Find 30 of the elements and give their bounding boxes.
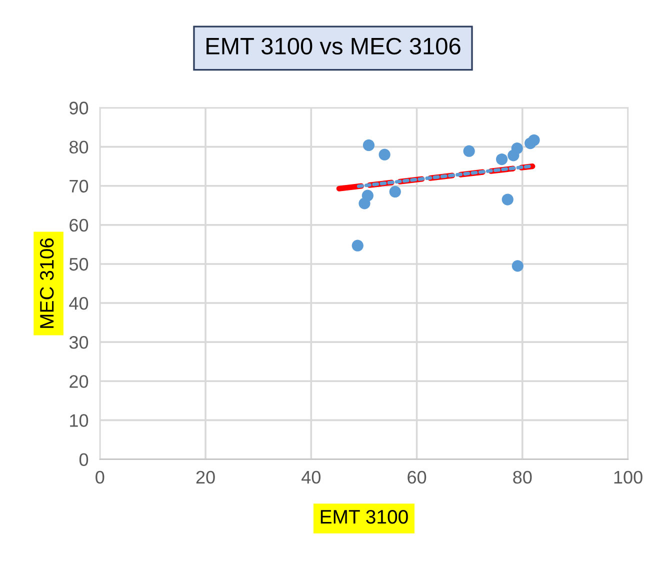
x-tick-label: 100 [614, 470, 642, 484]
y-tick-label: 70 [70, 180, 88, 193]
x-tick-label: 40 [302, 470, 320, 484]
x-tick-label: 0 [96, 470, 104, 484]
y-tick-label: 10 [70, 414, 88, 427]
point [378, 148, 390, 160]
point [463, 145, 475, 157]
point [362, 139, 375, 152]
point [512, 260, 524, 272]
y-tick-label: 50 [69, 258, 88, 271]
y-tick-label: 20 [70, 375, 88, 388]
point [358, 198, 370, 210]
point [502, 194, 514, 206]
chart-title: EMT 3100 vs MEC 3106 [206, 38, 460, 55]
y-tick-label: 80 [69, 140, 88, 154]
x-tick-label: 80 [513, 470, 532, 484]
y-axis-title: MEC 3106 [40, 238, 54, 328]
x-tick-label: 20 [196, 470, 215, 484]
x-axis-title: EMT 3100 [320, 510, 408, 524]
y-tick-label: 40 [69, 296, 88, 310]
y-tick-label: 90 [70, 102, 88, 114]
y-tick-label: 30 [69, 336, 88, 349]
point [389, 186, 401, 198]
y-tick-label: 0 [79, 453, 88, 466]
x-tick-label: 60 [408, 470, 426, 484]
point [511, 142, 523, 154]
point [352, 240, 364, 252]
point [496, 153, 508, 166]
y-tick-label: 60 [70, 218, 88, 232]
point [528, 134, 540, 146]
